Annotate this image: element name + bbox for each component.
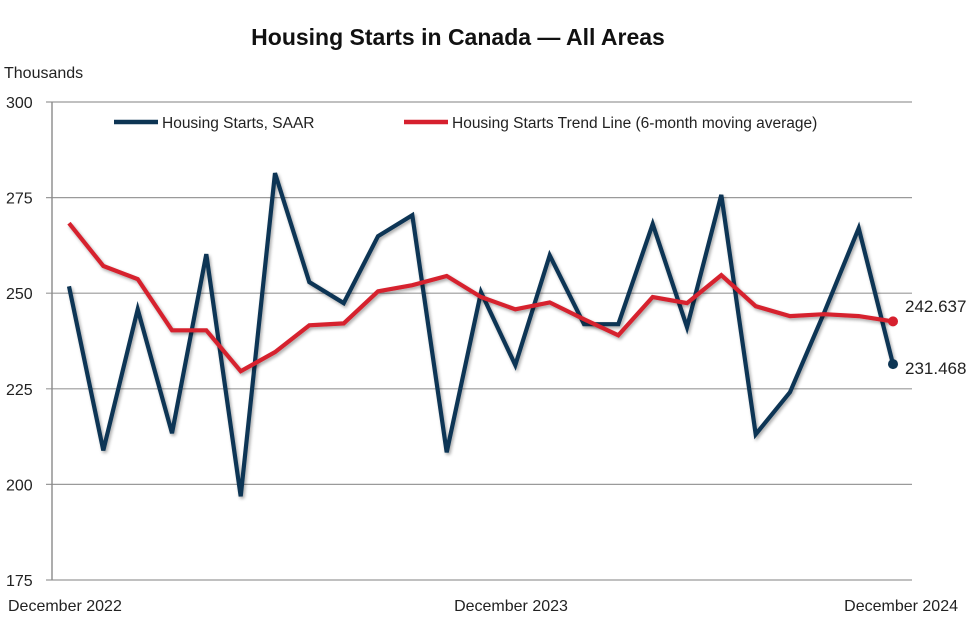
end-point-saar-24 [888, 359, 898, 370]
data-point-trend-0 [67, 221, 71, 225]
series-layer [66, 171, 898, 498]
data-point-trend-23 [857, 314, 861, 318]
data-point-saar-9 [376, 234, 380, 238]
series-line-saar [66, 172, 896, 497]
data-point-trend-15 [582, 317, 586, 321]
gridlines [46, 101, 912, 581]
data-point-trend-2 [136, 277, 140, 281]
data-point-saar-18 [685, 325, 689, 329]
y-tick-label-250: 250 [6, 286, 33, 303]
data-point-trend-16 [616, 333, 620, 337]
data-point-trend-14 [548, 300, 552, 304]
y-axis-ticks: 175 200 225 250 275 300 [6, 95, 33, 590]
data-point-trend-22 [822, 312, 826, 316]
legend-label-saar: Housing Starts, SAAR [162, 115, 314, 132]
data-point-trend-1 [101, 264, 105, 268]
data-point-trend-13 [513, 307, 517, 311]
data-point-trend-10 [410, 283, 414, 287]
y-tick-label-200: 200 [6, 477, 33, 494]
data-point-saar-21 [788, 390, 792, 394]
data-point-saar-1 [101, 448, 105, 452]
data-point-saar-5 [239, 494, 243, 498]
y-tick-label-275: 275 [6, 191, 33, 208]
data-point-trend-11 [445, 274, 449, 278]
data-point-saar-17 [651, 222, 655, 226]
data-point-saar-10 [410, 213, 414, 217]
data-point-trend-20 [754, 304, 758, 308]
x-axis-ticks: December 2022 December 2023 December 2024 [8, 598, 958, 615]
data-point-trend-19 [719, 273, 723, 277]
data-point-saar-16 [616, 322, 620, 326]
data-point-saar-8 [342, 301, 346, 305]
end-point-trend-24 [888, 316, 898, 327]
data-point-saar-11 [445, 450, 449, 454]
data-point-saar-6 [273, 171, 277, 175]
x-tick-label-0: December 2022 [8, 598, 122, 615]
data-point-trend-8 [342, 321, 346, 325]
data-point-saar-7 [307, 280, 311, 284]
y-tick-label-175: 175 [6, 573, 33, 590]
data-point-trend-7 [307, 323, 311, 327]
chart-title: Housing Starts in Canada — All Areas [251, 24, 665, 50]
data-point-saar-19 [719, 193, 723, 197]
y-tick-label-225: 225 [6, 382, 33, 399]
series-saar [66, 171, 898, 498]
data-point-trend-12 [479, 295, 483, 299]
data-point-saar-4 [204, 252, 208, 256]
data-point-saar-20 [754, 432, 758, 436]
legend: Housing Starts, SAAR Housing Starts Tren… [114, 115, 817, 132]
legend-item-trend: Housing Starts Trend Line (6-month movin… [404, 115, 817, 132]
data-point-saar-2 [136, 307, 140, 311]
y-tick-label-300: 300 [6, 95, 33, 112]
trend-end-value-label: 242.637 [905, 297, 966, 316]
data-point-trend-9 [376, 289, 380, 293]
data-point-trend-18 [685, 301, 689, 305]
saar-end-value-label: 231.468 [905, 359, 966, 378]
x-tick-label-1: December 2023 [454, 598, 568, 615]
data-point-trend-3 [170, 328, 174, 332]
legend-label-trend: Housing Starts Trend Line (6-month movin… [452, 115, 817, 132]
data-point-saar-3 [170, 431, 174, 435]
data-point-trend-5 [239, 369, 243, 373]
data-point-saar-13 [513, 363, 517, 367]
legend-item-saar: Housing Starts, SAAR [114, 115, 314, 132]
data-point-saar-14 [548, 253, 552, 257]
data-point-trend-21 [788, 314, 792, 318]
data-point-saar-0 [67, 284, 71, 288]
data-point-saar-15 [582, 322, 586, 326]
data-point-saar-23 [857, 226, 861, 230]
data-point-trend-6 [273, 350, 277, 354]
x-tick-label-2: December 2024 [844, 598, 958, 615]
y-axis-label: Thousands [4, 65, 83, 82]
data-point-saar-12 [479, 290, 483, 294]
series-line-trend [67, 221, 894, 374]
data-point-trend-4 [204, 328, 208, 332]
series-trend [67, 221, 898, 374]
data-point-trend-17 [651, 295, 655, 299]
